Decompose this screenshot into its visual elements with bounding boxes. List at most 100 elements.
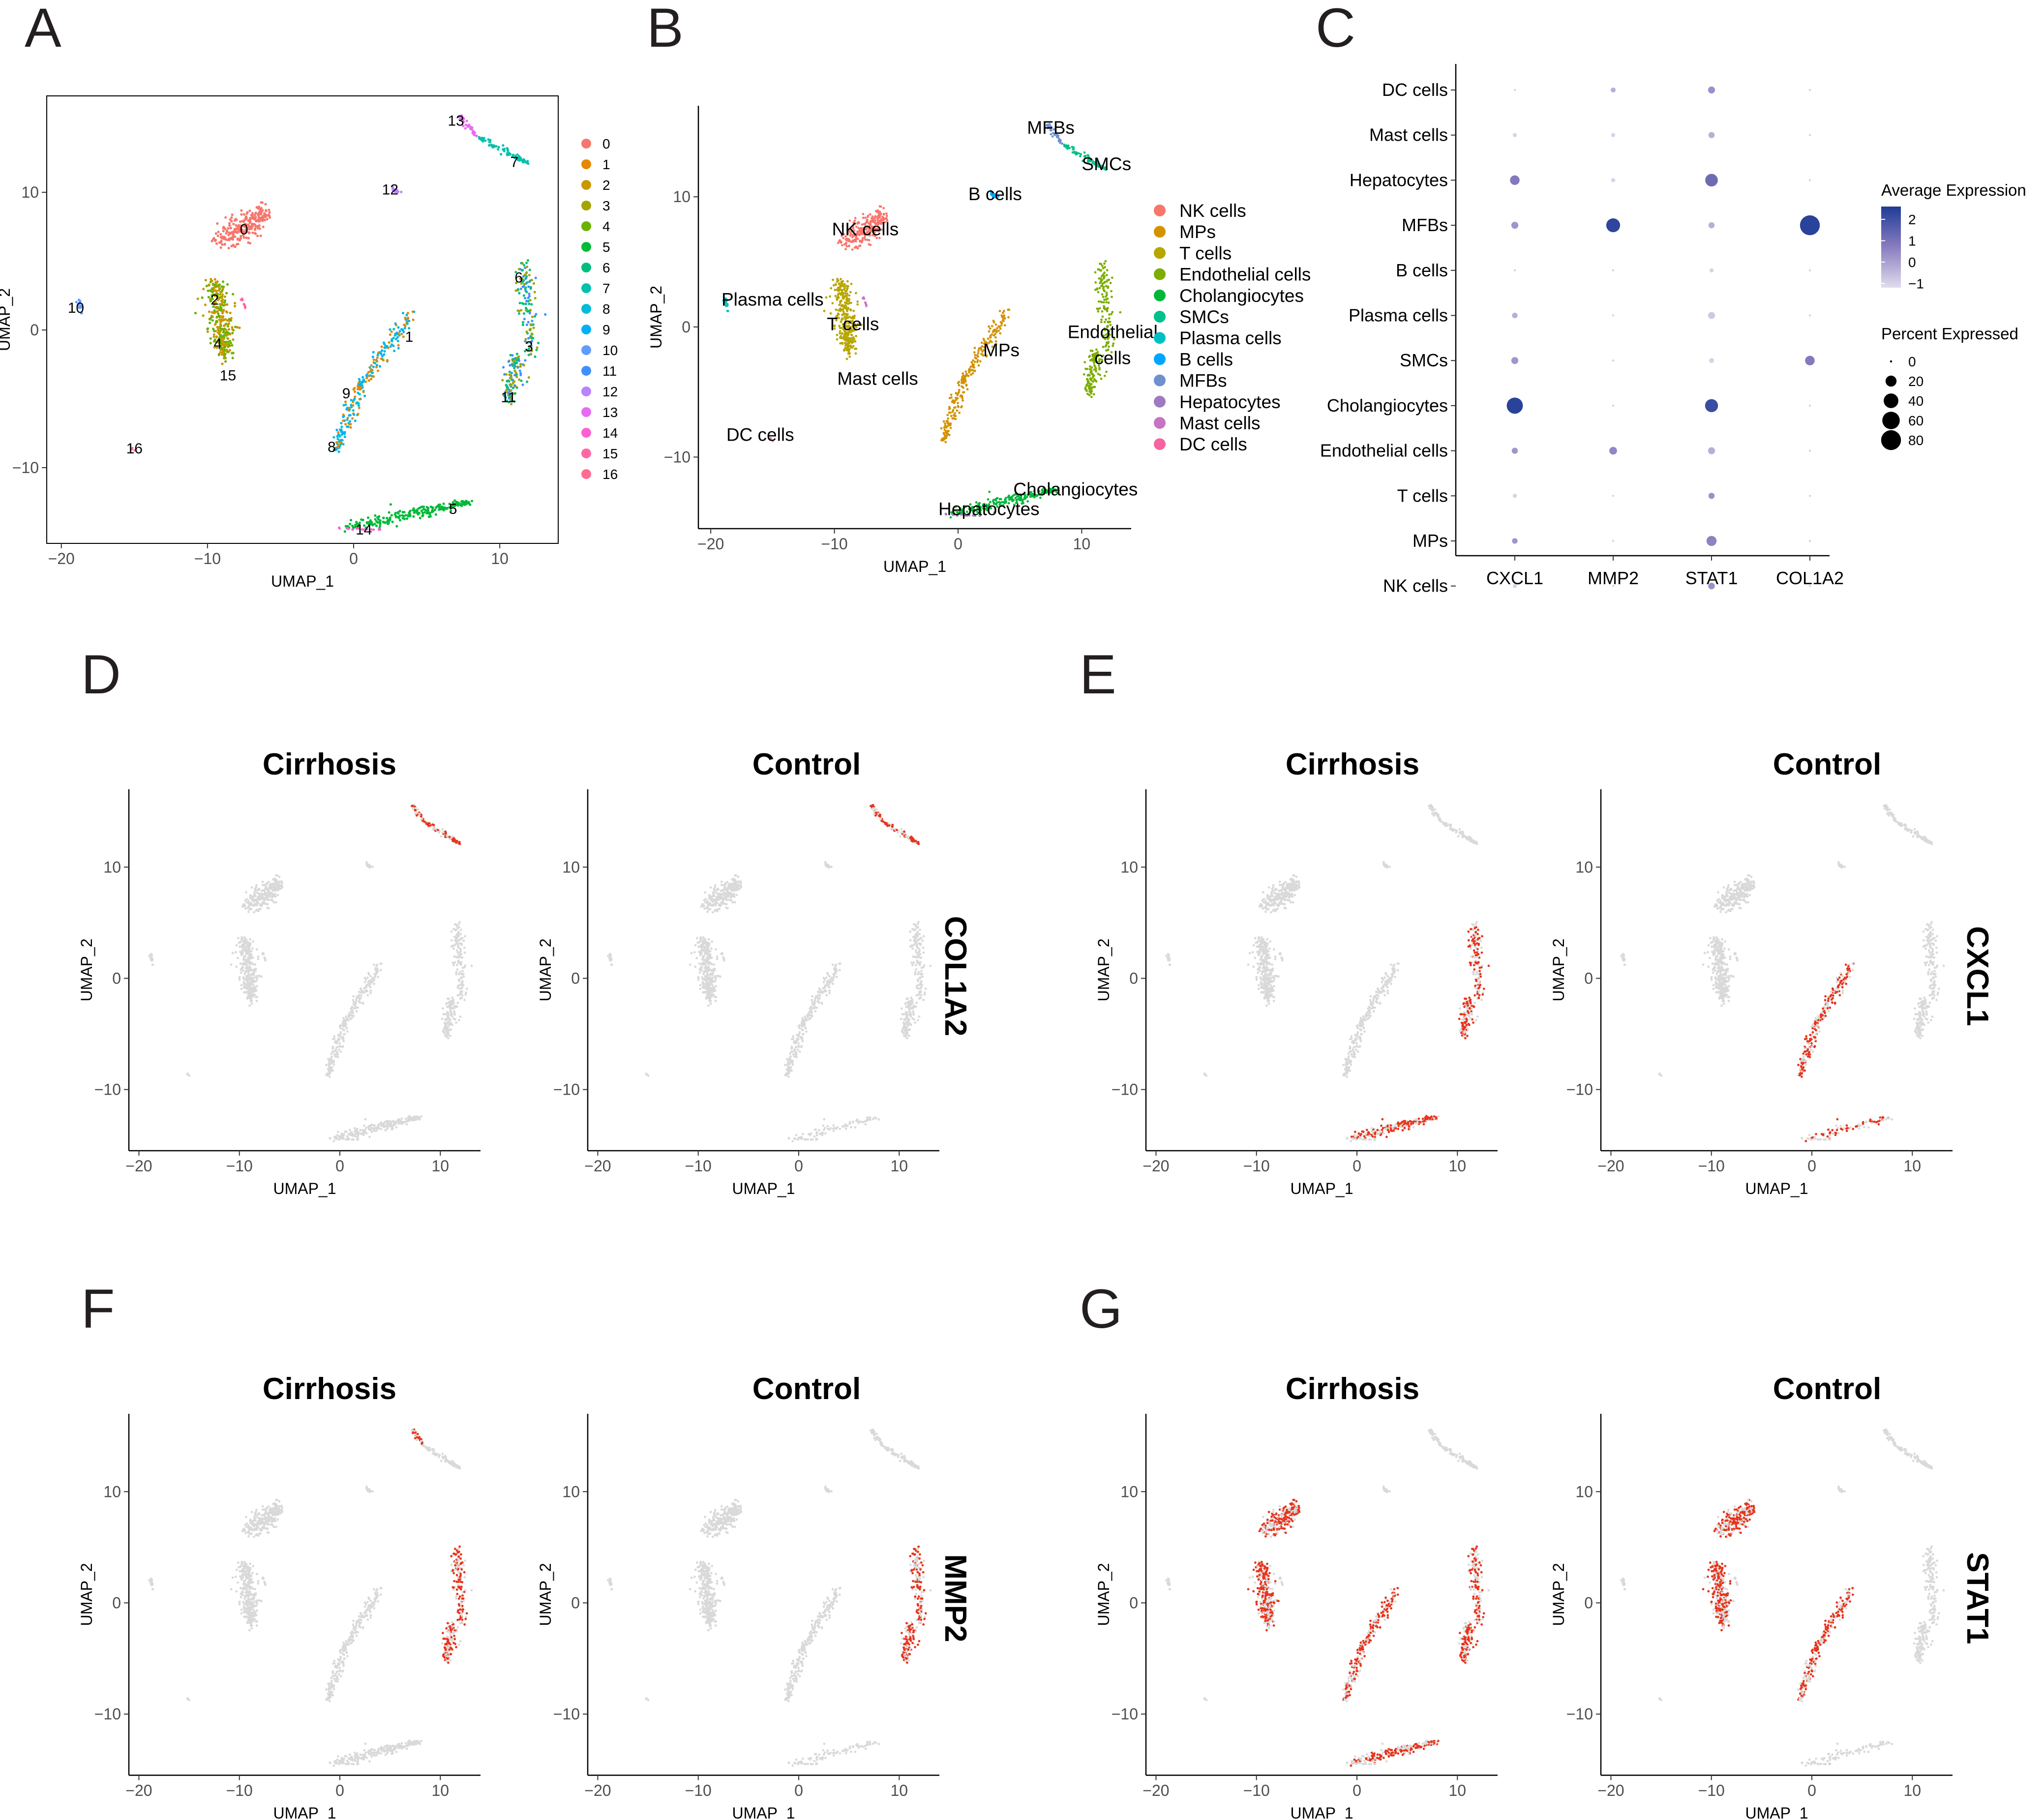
panel-b-cell-point <box>869 243 872 246</box>
panel-d-cirrhosis-cell-point <box>364 1127 367 1130</box>
panel-d-control-cell-point <box>720 893 722 895</box>
panel-c-dot <box>1612 539 1615 542</box>
panel-d-cirrhosis-cell-point <box>449 1035 451 1037</box>
panel-a-cell-point <box>219 305 222 308</box>
panel-a-cell-point <box>220 291 223 294</box>
panel-a-cell-point <box>342 416 345 418</box>
panel-b-legend-key <box>1154 289 1166 301</box>
panel-a-cell-point <box>209 337 212 340</box>
panel-b-cell-point <box>844 243 847 246</box>
panel-d-control-cell-point <box>722 902 725 905</box>
panel-d-cirrhosis-cell-point <box>251 947 254 950</box>
panel-d-cirrhosis-cell-point <box>333 1053 336 1056</box>
panel-d-cirrhosis-cell-point <box>452 964 455 966</box>
panel-d-cirrhosis-cell-point <box>345 1019 348 1021</box>
panel-b-cell-point <box>951 399 954 402</box>
panel-a-cell-point <box>387 522 390 525</box>
panel-a-legend-key <box>581 387 591 396</box>
panel-d-cirrhosis-cell-point <box>269 898 272 901</box>
panel-a-cell-point <box>475 135 478 138</box>
panel-a-legend-key <box>581 345 591 355</box>
panel-a-cell-point <box>478 137 481 140</box>
panel-a-cell-point <box>388 341 391 344</box>
panel-a-cell-point <box>243 306 247 309</box>
panel-a-cell-point <box>398 330 401 333</box>
panel-b-cluster-label: Endothelial <box>1068 322 1158 342</box>
panel-d-cirrhosis-cell-point <box>451 944 454 947</box>
panel-a-cell-point <box>391 520 394 523</box>
panel-b-cell-point <box>1083 361 1086 363</box>
panel-a-cell-point <box>228 231 231 234</box>
panel-b-cell-point <box>855 245 858 248</box>
panel-b-cell-point <box>961 397 964 400</box>
panel-b-cell-point <box>1107 286 1110 289</box>
panel-a-cell-point <box>537 341 540 345</box>
panel-a-cell-point <box>473 133 476 137</box>
panel-b-cell-point <box>1104 266 1106 268</box>
panel-d-cirrhosis-cell-point <box>251 897 254 899</box>
panel-d-cirrhosis-cell-point <box>351 1010 354 1013</box>
panel-d-cirrhosis-cell-point <box>367 982 370 984</box>
panel-d-cirrhosis-cell-point <box>337 1138 340 1141</box>
panel-d-cirrhosis-cell-point <box>370 1131 373 1133</box>
panel-a-cell-point <box>428 512 431 515</box>
panel-b-cell-point <box>726 310 729 312</box>
panel-a-cell-point <box>213 239 217 242</box>
panel-a-cell-point <box>343 431 346 434</box>
panel-d-cirrhosis-cell-point <box>457 978 460 981</box>
panel-d-cirrhosis-cell-point <box>346 1138 349 1141</box>
panel-b-cell-point <box>962 391 964 394</box>
panel-a-cell-point <box>232 338 235 341</box>
panel-b-cell-point <box>964 370 967 373</box>
panel-a-cluster-label: 6 <box>514 270 523 286</box>
panel-d-cirrhosis-cell-point <box>240 971 242 974</box>
panel-d-cirrhosis-cell-point <box>420 1115 422 1118</box>
panel-b-cell-point <box>846 346 849 349</box>
panel-a-cell-point <box>526 265 529 268</box>
panel-a-cell-point <box>210 311 213 314</box>
panel-c-dot <box>1612 404 1615 407</box>
panel-d-cirrhosis-cell-point <box>257 957 260 960</box>
panel-c-size-label: 0 <box>1908 354 1916 369</box>
panel-b-cell-point <box>953 415 956 417</box>
panel-d-cirrhosis-cell-point <box>342 1036 345 1039</box>
panel-b-cell-point <box>840 335 842 337</box>
panel-b-cell-point <box>851 346 853 349</box>
panel-a-cell-point <box>376 354 379 357</box>
panel-d-cirrhosis-x-tick-label: −10 <box>226 1157 253 1175</box>
panel-a-cell-point <box>222 304 225 307</box>
panel-d-cirrhosis-cell-point <box>256 908 258 911</box>
panel-d-cirrhosis-cell-point <box>253 986 256 989</box>
panel-b-cell-point <box>1057 139 1060 142</box>
panel-d-cirrhosis-cell-point <box>353 1004 356 1007</box>
panel-d-control-x-axis-title: UMAP_1 <box>732 1180 795 1197</box>
panel-d-control-cell-point <box>718 907 721 910</box>
panel-c-dot <box>1808 404 1811 407</box>
panel-a-cell-point <box>368 374 371 377</box>
panel-a-cell-point <box>223 342 226 345</box>
panel-a-cell-point <box>256 218 260 221</box>
panel-d-cirrhosis-cell-point <box>253 904 256 907</box>
panel-a-cell-point <box>490 143 493 146</box>
panel-c-dot <box>1708 493 1715 499</box>
panel-b-cell-point <box>1097 310 1100 313</box>
panel-a-cell-point <box>241 220 244 223</box>
panel-a-cell-point <box>245 237 248 239</box>
panel-a-cell-point <box>240 213 243 216</box>
panel-a-cell-point <box>371 371 374 374</box>
panel-d-cirrhosis-cell-point <box>255 1000 258 1002</box>
panel-d-cirrhosis-cell-point <box>450 939 453 942</box>
panel-d-cirrhosis-cell-point <box>373 1130 376 1133</box>
panel-d-cirrhosis-cell-point <box>356 1130 359 1133</box>
panel-c-dot <box>1808 585 1811 587</box>
panel-d-cirrhosis-cell-point <box>400 1117 403 1120</box>
panel-a-cell-point <box>254 218 257 221</box>
panel-a-cell-point <box>516 288 519 291</box>
panel-b-cell-point <box>958 388 961 391</box>
panel-d-cirrhosis-cell-point <box>327 1058 330 1061</box>
panel-b-cell-point <box>835 308 838 311</box>
panel-a-cell-point <box>227 234 230 237</box>
panel-b-cell-point <box>958 381 961 384</box>
panel-a-legend-key <box>581 159 591 169</box>
panel-d-cirrhosis-cell-point <box>242 976 245 979</box>
